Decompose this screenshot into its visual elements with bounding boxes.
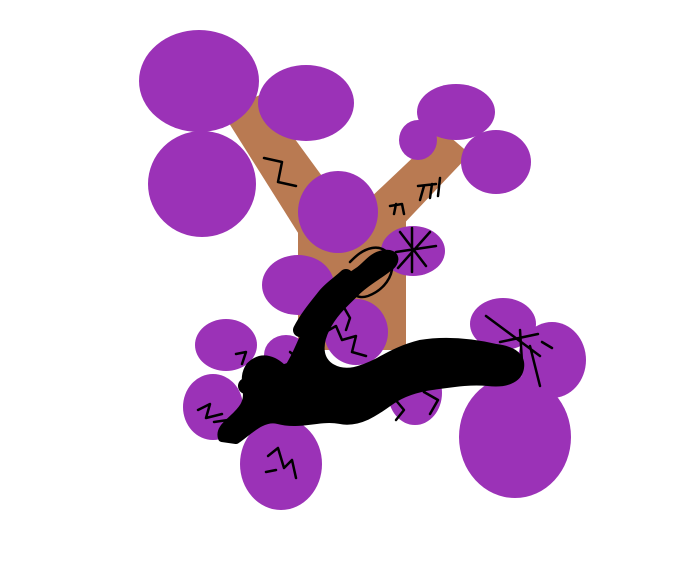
scribble <box>262 156 298 188</box>
blossom <box>195 319 257 371</box>
blossom <box>399 120 437 160</box>
scribble <box>394 226 438 274</box>
scribble <box>400 358 430 394</box>
scribbles <box>196 156 554 480</box>
scribble <box>266 446 298 480</box>
scribble <box>392 396 406 422</box>
scribble <box>340 302 352 332</box>
scribble <box>196 402 224 420</box>
black-tangle <box>217 249 525 444</box>
tangle-mass <box>217 249 525 444</box>
tangle-arm <box>293 269 353 337</box>
blossom <box>417 84 495 140</box>
blossom <box>298 171 378 253</box>
scribble <box>280 350 302 372</box>
scribble <box>388 202 406 216</box>
scribble <box>320 324 368 358</box>
blossom <box>324 299 388 365</box>
blossom <box>148 131 256 237</box>
scribble <box>348 246 394 299</box>
tangle-arm <box>412 346 520 368</box>
tangle-arm <box>238 370 320 396</box>
scribble <box>484 314 554 388</box>
blossom <box>258 65 354 141</box>
blossom <box>518 322 586 398</box>
blossom <box>240 418 322 510</box>
scribble <box>212 418 230 424</box>
scribble <box>264 468 278 474</box>
blossom <box>139 30 259 132</box>
tangle-arm <box>329 387 383 411</box>
blossom <box>461 130 531 194</box>
scribble <box>422 390 440 416</box>
scribble <box>234 350 248 366</box>
blossoms <box>139 30 586 510</box>
scribble <box>416 176 442 202</box>
blossom <box>459 376 571 498</box>
